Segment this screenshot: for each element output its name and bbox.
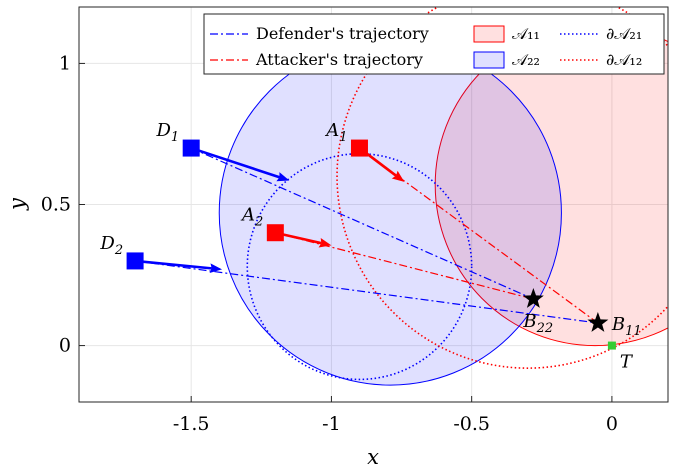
legend: Defender's trajectory Attacker's trajecto… (203, 13, 665, 75)
y-tick-label: 0 (59, 335, 71, 357)
x-tick-label: 0 (606, 413, 618, 435)
legend-label: ∂𝒜₂₁ (606, 24, 642, 43)
point-d1-marker (182, 139, 200, 157)
y-tick-label: 1 (59, 52, 71, 74)
legend-label: 𝒜₁₁ (512, 24, 540, 43)
point-a1-marker (350, 139, 368, 157)
velocity-arrow-shaft (134, 259, 212, 270)
point-t-label: T (620, 352, 634, 373)
point-b11-marker (587, 312, 609, 332)
velocity-arrow-head (209, 263, 223, 274)
regions (218, 7, 668, 386)
x-tick-label: -0.5 (453, 413, 490, 435)
boundary-circle (246, 152, 473, 381)
point-d2-marker (126, 252, 144, 270)
tick-labels: -1.5 -1 -0.5 0 0 0.5 1 (41, 52, 618, 435)
velocity-arrow-shaft (190, 146, 280, 179)
point-b22-marker (522, 288, 544, 308)
trajectory-line (190, 147, 534, 300)
point-t-marker (607, 341, 616, 350)
legend-label: 𝒜₂₂ (512, 50, 540, 69)
velocity-arrow-head (391, 170, 405, 182)
legend-swatch (473, 25, 505, 43)
legend-swatch (473, 51, 505, 69)
point-a2-marker (266, 224, 284, 242)
velocity-arrow-head (318, 238, 332, 248)
point-b11-label: B11 (611, 314, 642, 339)
x-axis-label: x (367, 445, 379, 468)
trajectory-line (135, 260, 598, 324)
x-tick-label: -1 (322, 413, 341, 435)
y-tick-label: 0.5 (41, 194, 71, 216)
x-tick-label: -1.5 (173, 413, 210, 435)
velocity-arrow-head (276, 172, 290, 182)
legend-label: ∂𝒜₁₂ (606, 50, 642, 69)
legend-label: Defender's trajectory (256, 24, 429, 43)
legend-label: Attacker's trajectory (255, 50, 423, 69)
y-axis-label: y (5, 197, 29, 211)
legend-box (203, 13, 665, 75)
boundary-circle (336, 7, 668, 369)
region-circle (218, 40, 562, 386)
